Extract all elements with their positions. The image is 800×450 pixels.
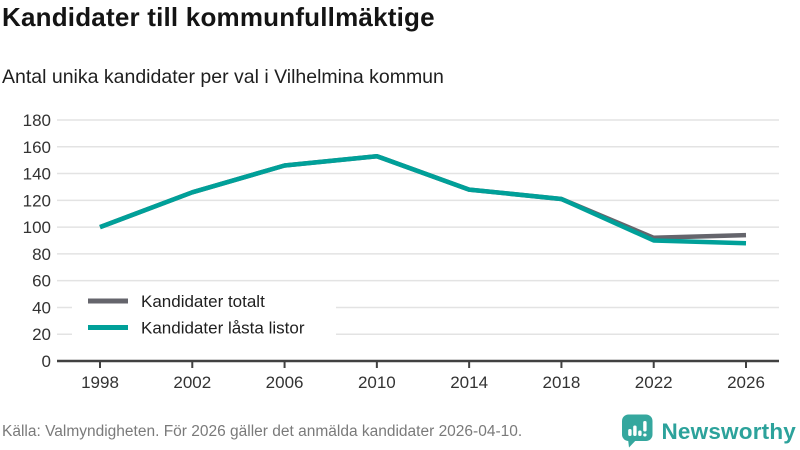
y-axis-tick-label: 180 (23, 111, 51, 130)
y-axis-tick-label: 0 (42, 352, 51, 371)
series-line (99, 153, 747, 246)
legend-item-label: Kandidater låsta listor (141, 319, 305, 338)
y-axis-tick-label: 100 (23, 218, 51, 237)
chart-subtitle: Antal unika kandidater per val i Vilhelm… (2, 66, 444, 88)
legend-item-label: Kandidater totalt (141, 292, 265, 311)
line-chart: 0 20 40 60 80 100 120 140 160 180 1998 2002 2006 2010… (23, 111, 779, 392)
x-axis-tick-label: 1998 (81, 373, 119, 392)
y-axis-tick-label: 160 (23, 138, 51, 157)
legend-background (72, 285, 336, 345)
newsworthy-wordmark: Newsworthy (661, 418, 796, 444)
x-axis-tick-label: 2010 (358, 373, 396, 392)
x-axis-tick-label: 2002 (173, 373, 211, 392)
x-axis-tick-label: 2006 (266, 373, 304, 392)
y-axis-tick-label: 80 (32, 245, 51, 264)
x-axis-tick-label: 2018 (543, 373, 581, 392)
newsworthy-logo[interactable]: Newsworthy (621, 414, 796, 449)
y-axis-tick-label: 20 (32, 325, 51, 344)
y-axis-tick-label: 40 (32, 298, 51, 317)
x-axis-tick-label: 2026 (727, 373, 765, 392)
y-axis-tick-label: 120 (23, 191, 51, 210)
x-axis-tick-label: 2022 (635, 373, 673, 392)
y-axis-tick-label: 60 (32, 272, 51, 291)
series-line (99, 153, 747, 241)
newsworthy-icon (622, 414, 653, 448)
y-axis-tick-label: 140 (23, 165, 51, 184)
x-axis-tick-label: 2014 (450, 373, 488, 392)
chart-title: Kandidater till kommunfullmäktige (2, 2, 435, 32)
source-note: Källa: Valmyndigheten. För 2026 gäller d… (2, 423, 523, 440)
